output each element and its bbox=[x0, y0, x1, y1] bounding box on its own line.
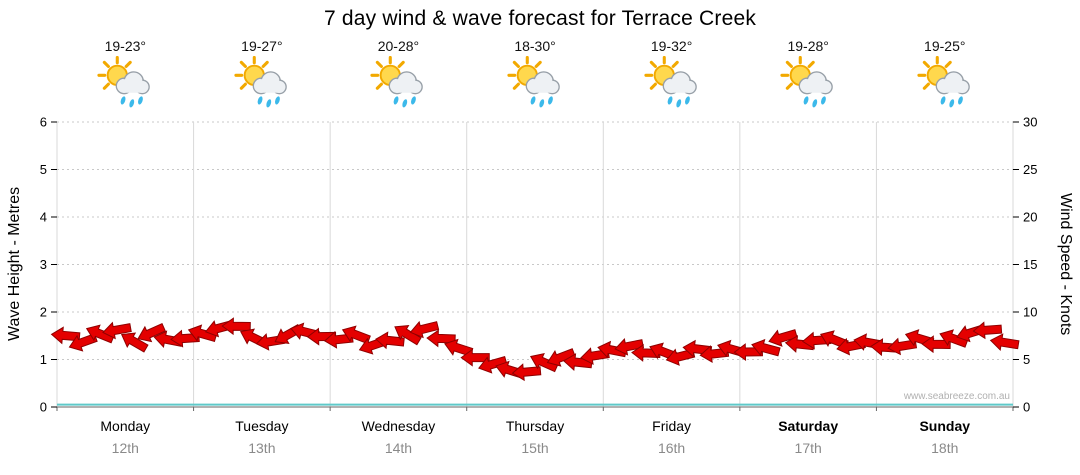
right-axis-title: Wind Speed - Knots bbox=[1057, 192, 1074, 336]
day-name: Sunday bbox=[919, 418, 971, 434]
svg-text:0: 0 bbox=[40, 400, 47, 415]
watermark: www.seabreeze.com.au bbox=[903, 391, 1010, 402]
day-date: 17th bbox=[794, 440, 822, 456]
svg-text:25: 25 bbox=[1023, 162, 1037, 177]
svg-text:10: 10 bbox=[1023, 305, 1037, 320]
sun-cloud-showers-icon bbox=[777, 55, 839, 112]
sun-cloud-showers-icon bbox=[504, 55, 566, 112]
left-axis-title: Wave Height - Metres bbox=[6, 186, 23, 342]
day-summary: 20-28° bbox=[330, 38, 467, 112]
daily-summary-row: 19-23° 19-27° 20-28° 18-30° 19-32° 19-28… bbox=[57, 38, 1013, 112]
temperature-range: 19-25° bbox=[924, 38, 966, 54]
temperature-range: 19-28° bbox=[787, 38, 829, 54]
temperature-range: 18-30° bbox=[514, 38, 556, 54]
day-summary: 19-28° bbox=[740, 38, 877, 112]
svg-text:2: 2 bbox=[40, 305, 47, 320]
svg-text:6: 6 bbox=[40, 115, 47, 130]
day-name: Tuesday bbox=[235, 418, 289, 434]
day-label: Saturday 17th bbox=[740, 418, 877, 456]
day-date: 16th bbox=[657, 440, 686, 456]
svg-text:5: 5 bbox=[40, 162, 47, 177]
day-name: Monday bbox=[100, 418, 151, 434]
page-title: 7 day wind & wave forecast for Terrace C… bbox=[323, 7, 757, 30]
svg-text:30: 30 bbox=[1023, 115, 1037, 130]
day-label: Thursday 15th bbox=[467, 418, 604, 456]
sun-cloud-showers-icon bbox=[914, 55, 976, 112]
svg-text:4: 4 bbox=[40, 210, 47, 225]
day-name: Saturday bbox=[778, 418, 839, 434]
svg-text:1: 1 bbox=[40, 352, 47, 367]
day-date: 18th bbox=[931, 440, 959, 456]
day-summary: 19-27° bbox=[194, 38, 331, 112]
svg-text:5: 5 bbox=[1023, 352, 1030, 367]
day-date: 12th bbox=[111, 440, 139, 456]
svg-text:20: 20 bbox=[1023, 210, 1037, 225]
day-date: 15th bbox=[521, 440, 549, 456]
svg-text:15: 15 bbox=[1023, 257, 1037, 272]
svg-text:0: 0 bbox=[1023, 400, 1030, 415]
day-label: Wednesday 14th bbox=[330, 418, 467, 456]
temperature-range: 19-27° bbox=[241, 38, 283, 54]
day-label: Friday 16th bbox=[603, 418, 740, 456]
temperature-range: 19-32° bbox=[650, 38, 693, 54]
day-label: Monday 12th bbox=[57, 418, 194, 456]
day-label: Sunday 18th bbox=[876, 418, 1013, 456]
temperature-range: 20-28° bbox=[377, 38, 420, 54]
sun-cloud-showers-icon bbox=[367, 55, 429, 112]
day-labels-row: Monday 12th Tuesday 13th Wednesday 14th … bbox=[57, 418, 1013, 456]
day-summary: 19-25° bbox=[876, 38, 1013, 112]
day-summary: 19-32° bbox=[603, 38, 740, 112]
sun-cloud-showers-icon bbox=[641, 55, 703, 112]
temperature-range: 19-23° bbox=[104, 38, 146, 54]
svg-text:3: 3 bbox=[40, 257, 47, 272]
day-label: Tuesday 13th bbox=[194, 418, 331, 456]
day-summary: 19-23° bbox=[57, 38, 194, 112]
day-summary: 18-30° bbox=[467, 38, 604, 112]
sun-cloud-showers-icon bbox=[231, 55, 293, 112]
day-date: 14th bbox=[384, 440, 413, 456]
day-date: 13th bbox=[248, 440, 276, 456]
day-name: Wednesday bbox=[361, 418, 436, 434]
day-name: Thursday bbox=[505, 418, 565, 434]
day-name: Friday bbox=[652, 418, 692, 434]
sun-cloud-showers-icon bbox=[94, 55, 156, 112]
